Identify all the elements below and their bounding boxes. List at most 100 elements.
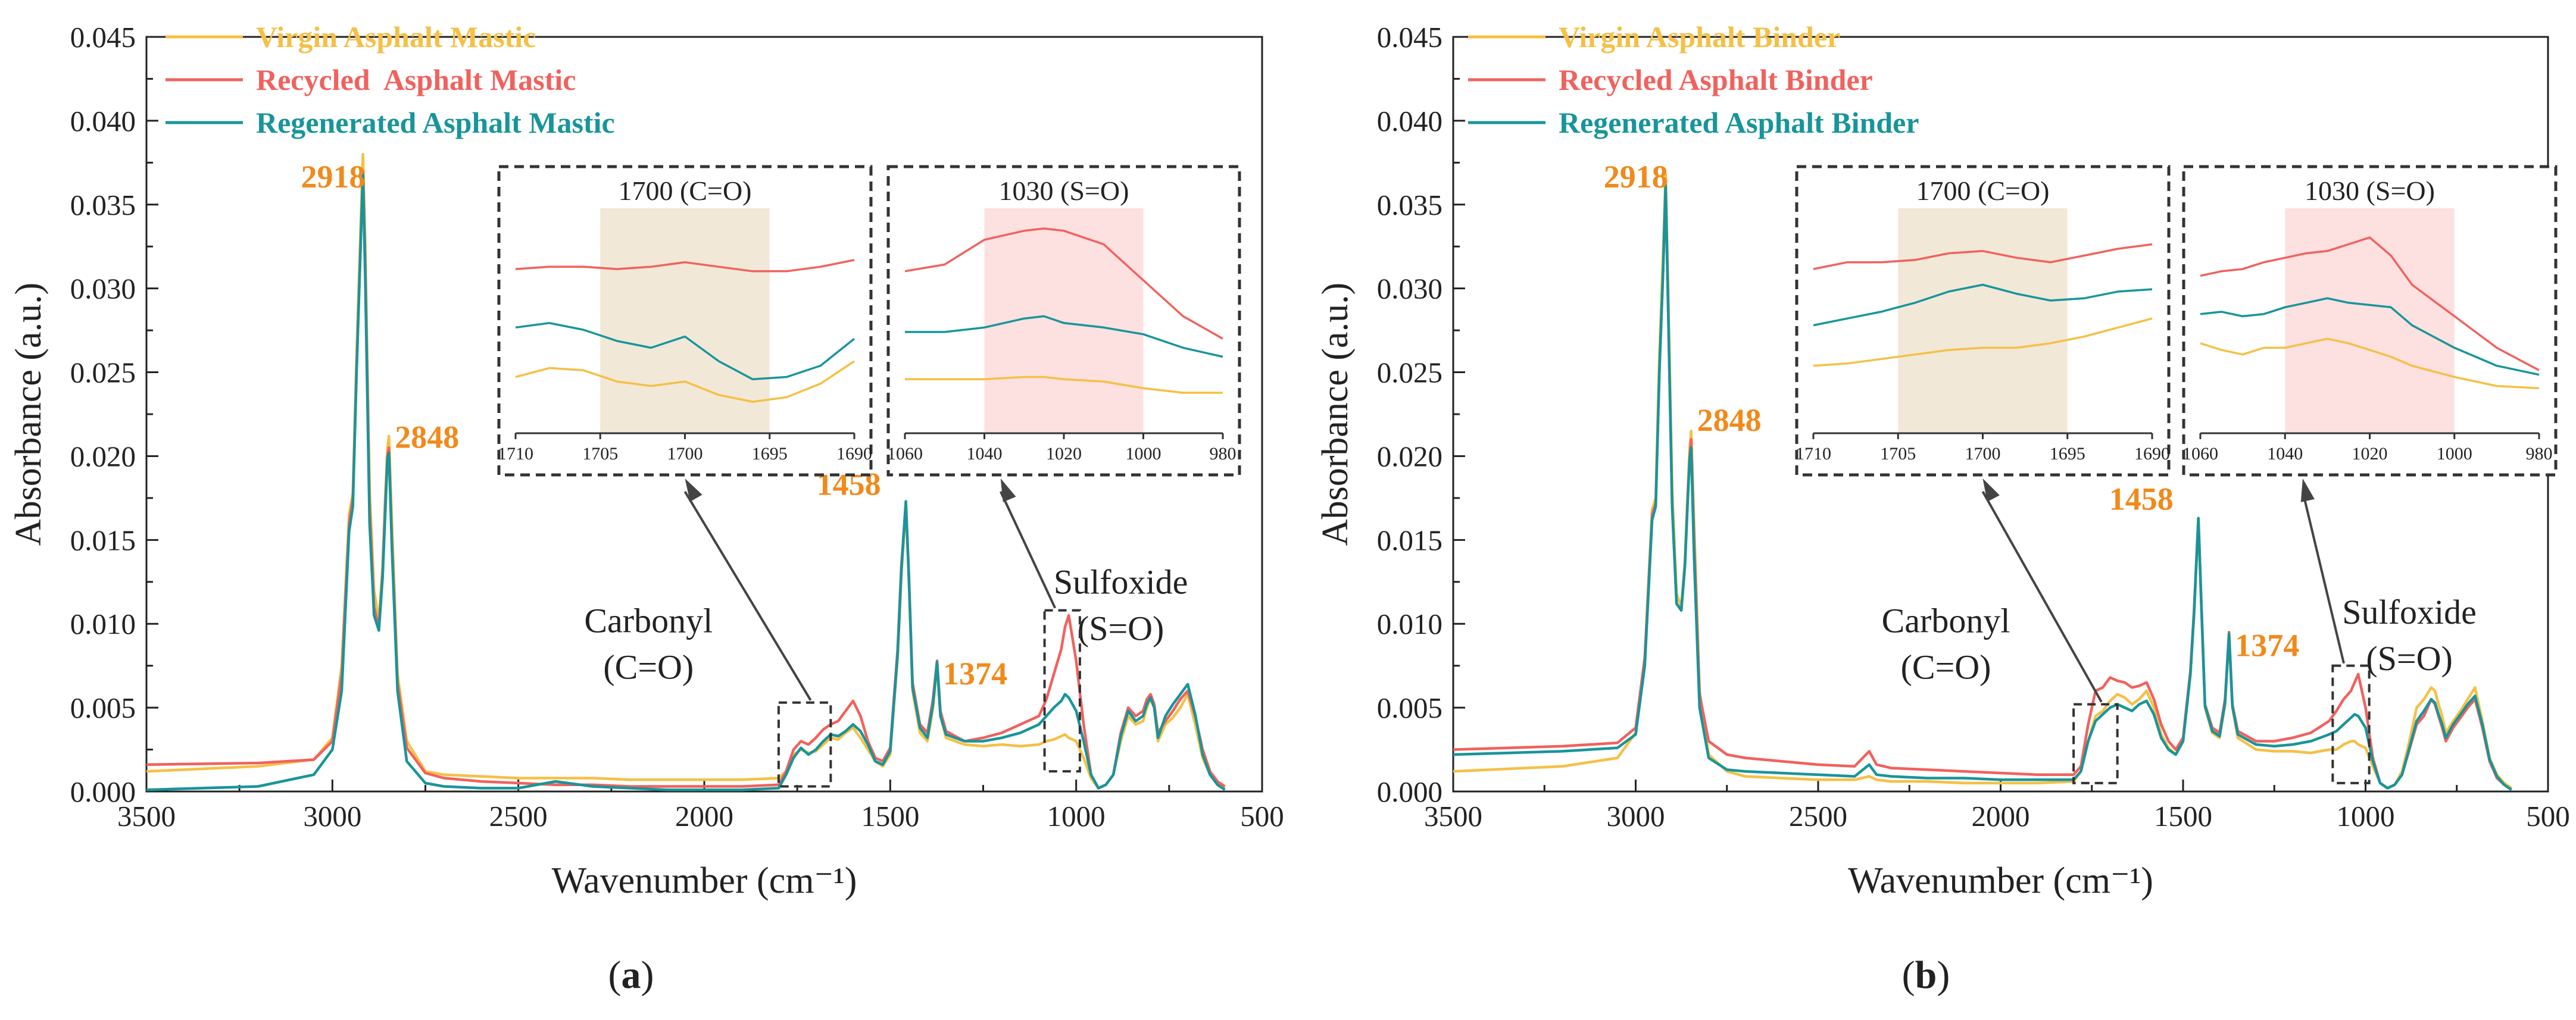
x-tick-label: 2000 xyxy=(675,800,733,833)
legend-label: Recycled Asphalt Binder xyxy=(1559,63,1873,96)
legend-label: Virgin Asphalt Binder xyxy=(1559,20,1840,54)
inset-tick-label: 1020 xyxy=(2352,444,2388,464)
y-tick-label: 0.010 xyxy=(1377,608,1442,640)
panel-label-close: ) xyxy=(1937,953,1950,997)
carbonyl-zoom-box xyxy=(2072,703,2119,784)
annotation-label: (C=O) xyxy=(603,647,694,686)
x-tick-label: 3000 xyxy=(303,800,361,833)
inset-1: 1060 1040 1020 1000 980 1030 (S=O) xyxy=(886,165,1241,477)
panel-label: (a) xyxy=(608,953,654,997)
x-tick-label: 3000 xyxy=(1607,800,1665,833)
inset-0: 1710 1705 1700 1695 1690 1700 (C=O) xyxy=(497,165,873,477)
x-tick-label: 500 xyxy=(2526,800,2570,833)
y-tick-label: 0.015 xyxy=(70,524,136,556)
y-tick-label: 0.040 xyxy=(1377,105,1442,137)
inset-tick-label: 1690 xyxy=(2134,444,2170,464)
y-tick-label: 0.030 xyxy=(1377,273,1442,305)
inset-tick-label: 980 xyxy=(1210,444,1237,464)
inset-tick-label: 1060 xyxy=(887,444,923,464)
y-tick-label: 0.005 xyxy=(1377,692,1442,724)
panel-label-letter: a xyxy=(622,953,641,997)
y-tick-label: 0.045 xyxy=(70,21,136,54)
inset-title: 1700 (C=O) xyxy=(1916,176,2050,206)
inset-tick-label: 1700 xyxy=(1965,444,2001,464)
y-tick-label: 0.020 xyxy=(1377,440,1442,473)
y-tick-label: 0.030 xyxy=(70,273,136,305)
annotation-label: Carbonyl xyxy=(1882,601,2010,640)
x-tick-label: 1500 xyxy=(861,800,919,833)
inset-series-line xyxy=(904,227,1223,340)
x-axis-title: Wavenumber (cm⁻¹) xyxy=(552,861,857,901)
inset-tick-label: 1705 xyxy=(582,444,618,464)
series-line xyxy=(146,173,1226,791)
inset-0: 1710 1705 1700 1695 1690 1700 (C=O) xyxy=(1795,165,2171,477)
inset-tick-label: 1000 xyxy=(2437,444,2472,464)
annotation-label: (S=O) xyxy=(2366,639,2452,678)
peak-label: 2918 xyxy=(301,159,366,195)
y-tick-label: 0.020 xyxy=(70,440,136,473)
x-tick-label: 1000 xyxy=(1047,800,1106,833)
peak-label: 1458 xyxy=(2109,481,2174,517)
y-tick-label: 0.035 xyxy=(1377,189,1442,221)
peak-label: 1374 xyxy=(2235,627,2299,663)
inset-series-line xyxy=(905,315,1223,358)
panel-label-letter: b xyxy=(1915,953,1937,997)
y-tick-label: 0.000 xyxy=(70,775,136,808)
inset-series-line xyxy=(515,360,855,403)
inset-tick-label: 1060 xyxy=(2182,444,2218,464)
inset-highlight xyxy=(984,208,1144,433)
inset-title: 1030 (S=O) xyxy=(999,176,1129,206)
peak-label: 2918 xyxy=(1604,159,1668,195)
panel-label-open: ( xyxy=(1902,953,1915,997)
inset-series-line xyxy=(1813,317,2153,367)
y-tick-label: 0.005 xyxy=(70,692,136,724)
y-tick-label: 0.035 xyxy=(70,189,136,221)
inset-tick-label: 1040 xyxy=(967,444,1003,464)
inset-tick-label: 980 xyxy=(2526,444,2553,464)
inset-tick-label: 1700 xyxy=(667,444,703,464)
legend-label: Regenerated Asphalt Binder xyxy=(1559,106,1919,139)
inset-tick-label: 1705 xyxy=(1880,444,1916,464)
peak-label: 2848 xyxy=(1697,402,1762,438)
y-tick-label: 0.015 xyxy=(1377,524,1442,556)
inset-1: 1060 1040 1020 1000 980 1030 (S=O) xyxy=(2182,165,2558,477)
inset-highlight xyxy=(2285,208,2455,433)
inset-series-line xyxy=(2200,297,2540,376)
inset-tick-label: 1000 xyxy=(1126,444,1161,464)
x-tick-label: 2500 xyxy=(489,800,548,833)
inset-series-line xyxy=(2200,337,2540,390)
inset-tick-label: 1040 xyxy=(2267,444,2303,464)
x-tick-label: 1000 xyxy=(2337,800,2395,833)
inset-title: 1700 (C=O) xyxy=(619,176,752,206)
series-2 xyxy=(1453,183,2512,791)
inset-series-line xyxy=(515,259,855,273)
legend-label: Recycled Asphalt Mastic xyxy=(256,63,576,96)
inset-series-line xyxy=(515,322,855,381)
panel-label-open: ( xyxy=(608,953,622,997)
annotation-label: Sulfoxide xyxy=(2342,593,2477,631)
inset-series-line xyxy=(2200,236,2540,371)
legend-label: Virgin Asphalt Mastic xyxy=(256,20,536,54)
inset-series-line xyxy=(1813,243,2153,270)
sulfoxide-zoom-box xyxy=(2331,664,2371,784)
y-axis-title: Absorbance (a.u.) xyxy=(1315,283,1356,546)
panel-label-close: ) xyxy=(641,953,654,997)
legend-label: Regenerated Asphalt Mastic xyxy=(256,106,615,139)
series-2 xyxy=(146,173,1226,791)
y-tick-label: 0.000 xyxy=(1377,775,1442,808)
x-axis-title: Wavenumber (cm⁻¹) xyxy=(1848,861,2153,901)
zoom-arrow xyxy=(683,490,812,701)
inset-series-line xyxy=(905,376,1223,394)
inset-tick-label: 1690 xyxy=(836,444,872,464)
annotation-label: (S=O) xyxy=(1078,609,1164,648)
y-tick-label: 0.010 xyxy=(70,608,136,640)
x-tick-label: 1500 xyxy=(2154,800,2212,833)
annotation-label: Sulfoxide xyxy=(1054,563,1188,602)
y-tick-label: 0.045 xyxy=(1377,21,1442,54)
panel-label: (b) xyxy=(1902,953,1950,997)
sulfoxide-zoom-box xyxy=(1043,609,1081,773)
peak-label: 2848 xyxy=(395,419,459,455)
zoom-arrow xyxy=(1981,491,2103,703)
y-axis-title: Absorbance (a.u.) xyxy=(8,283,49,546)
